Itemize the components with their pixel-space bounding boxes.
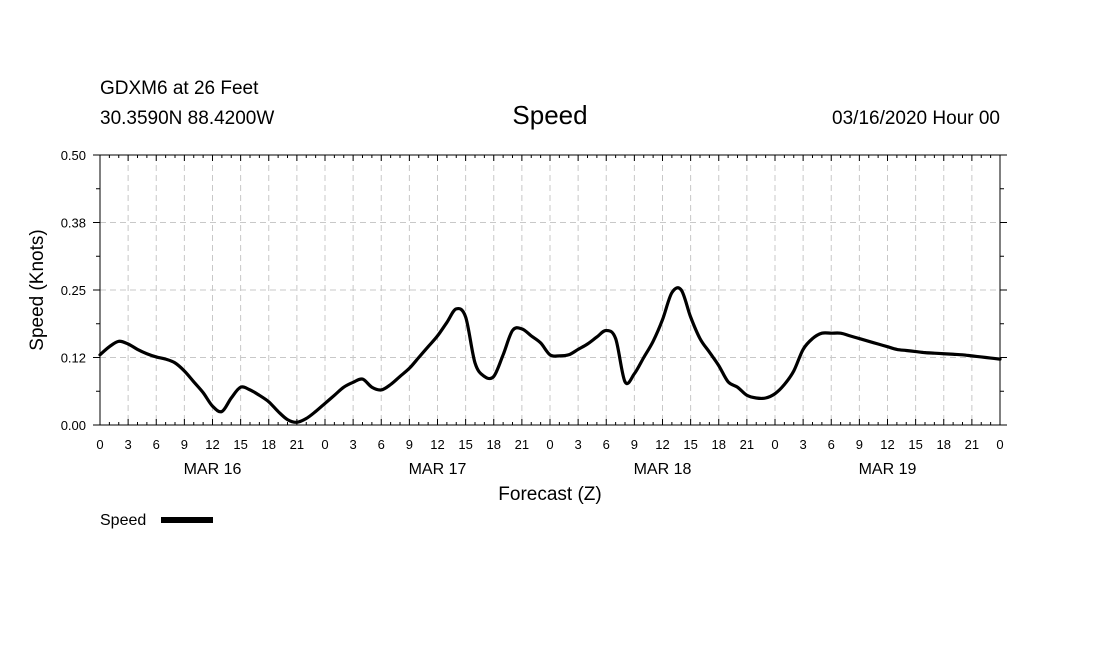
x-tick-label: 0 (996, 437, 1003, 452)
x-tick-label: 12 (880, 437, 894, 452)
legend: Speed (100, 512, 213, 529)
tick-marks (93, 154, 1007, 426)
x-tick-label: 9 (406, 437, 413, 452)
y-tick-label: 0.12 (61, 351, 86, 366)
x-tick-label: 21 (965, 437, 979, 452)
legend-label: Speed (100, 512, 146, 529)
x-tick-label: 18 (937, 437, 951, 452)
x-tick-label: 12 (430, 437, 444, 452)
x-tick-label: 18 (487, 437, 501, 452)
legend-swatch (161, 517, 213, 523)
y-axis-label: Speed (Knots) (27, 229, 48, 350)
day-label: MAR 19 (859, 461, 917, 478)
x-tick-label: 3 (350, 437, 357, 452)
x-tick-labels: 0 3 6 9 12 15 18 21 0 3 6 9 12 15 18 21 0 3 6 9 12 15 18 21 0 3 6 9… (96, 437, 1003, 452)
x-tick-label: 15 (908, 437, 922, 452)
x-tick-label: 12 (205, 437, 219, 452)
y-tick-label: 0.00 (61, 418, 86, 433)
x-tick-label: 3 (575, 437, 582, 452)
x-tick-label: 6 (828, 437, 835, 452)
x-tick-label: 12 (655, 437, 669, 452)
timestamp-label: 03/16/2020 Hour 00 (832, 108, 1000, 129)
x-tick-label: 15 (458, 437, 472, 452)
day-label: MAR 16 (184, 461, 242, 478)
day-label: MAR 17 (409, 461, 467, 478)
x-tick-label: 15 (683, 437, 697, 452)
day-labels: MAR 16 MAR 17 MAR 18 MAR 19 (184, 461, 917, 478)
x-tick-label: 3 (800, 437, 807, 452)
chart-title: Speed (512, 100, 587, 130)
x-tick-label: 21 (290, 437, 304, 452)
x-tick-label: 3 (125, 437, 132, 452)
y-tick-labels: 0.00 0.12 0.25 0.38 0.50 (61, 148, 86, 433)
x-tick-label: 0 (546, 437, 553, 452)
location-label: 30.3590N 88.4200W (100, 108, 274, 129)
station-label: GDXM6 at 26 Feet (100, 78, 259, 99)
gridlines (100, 155, 1000, 425)
x-tick-label: 18 (262, 437, 276, 452)
x-tick-label: 9 (181, 437, 188, 452)
speed-series-line (98, 286, 1002, 424)
x-tick-label: 9 (631, 437, 638, 452)
y-tick-label: 0.50 (61, 148, 86, 163)
y-tick-label: 0.38 (61, 216, 86, 231)
x-tick-label: 6 (378, 437, 385, 452)
y-tick-label: 0.25 (61, 283, 86, 298)
day-label: MAR 18 (634, 461, 692, 478)
x-tick-label: 6 (153, 437, 160, 452)
x-tick-label: 0 (96, 437, 103, 452)
x-tick-label: 21 (740, 437, 754, 452)
x-tick-label: 0 (321, 437, 328, 452)
x-tick-label: 15 (233, 437, 247, 452)
x-tick-label: 0 (771, 437, 778, 452)
x-tick-label: 6 (603, 437, 610, 452)
x-tick-label: 9 (856, 437, 863, 452)
x-axis-label: Forecast (Z) (498, 484, 601, 505)
x-tick-label: 21 (515, 437, 529, 452)
x-tick-label: 18 (712, 437, 726, 452)
